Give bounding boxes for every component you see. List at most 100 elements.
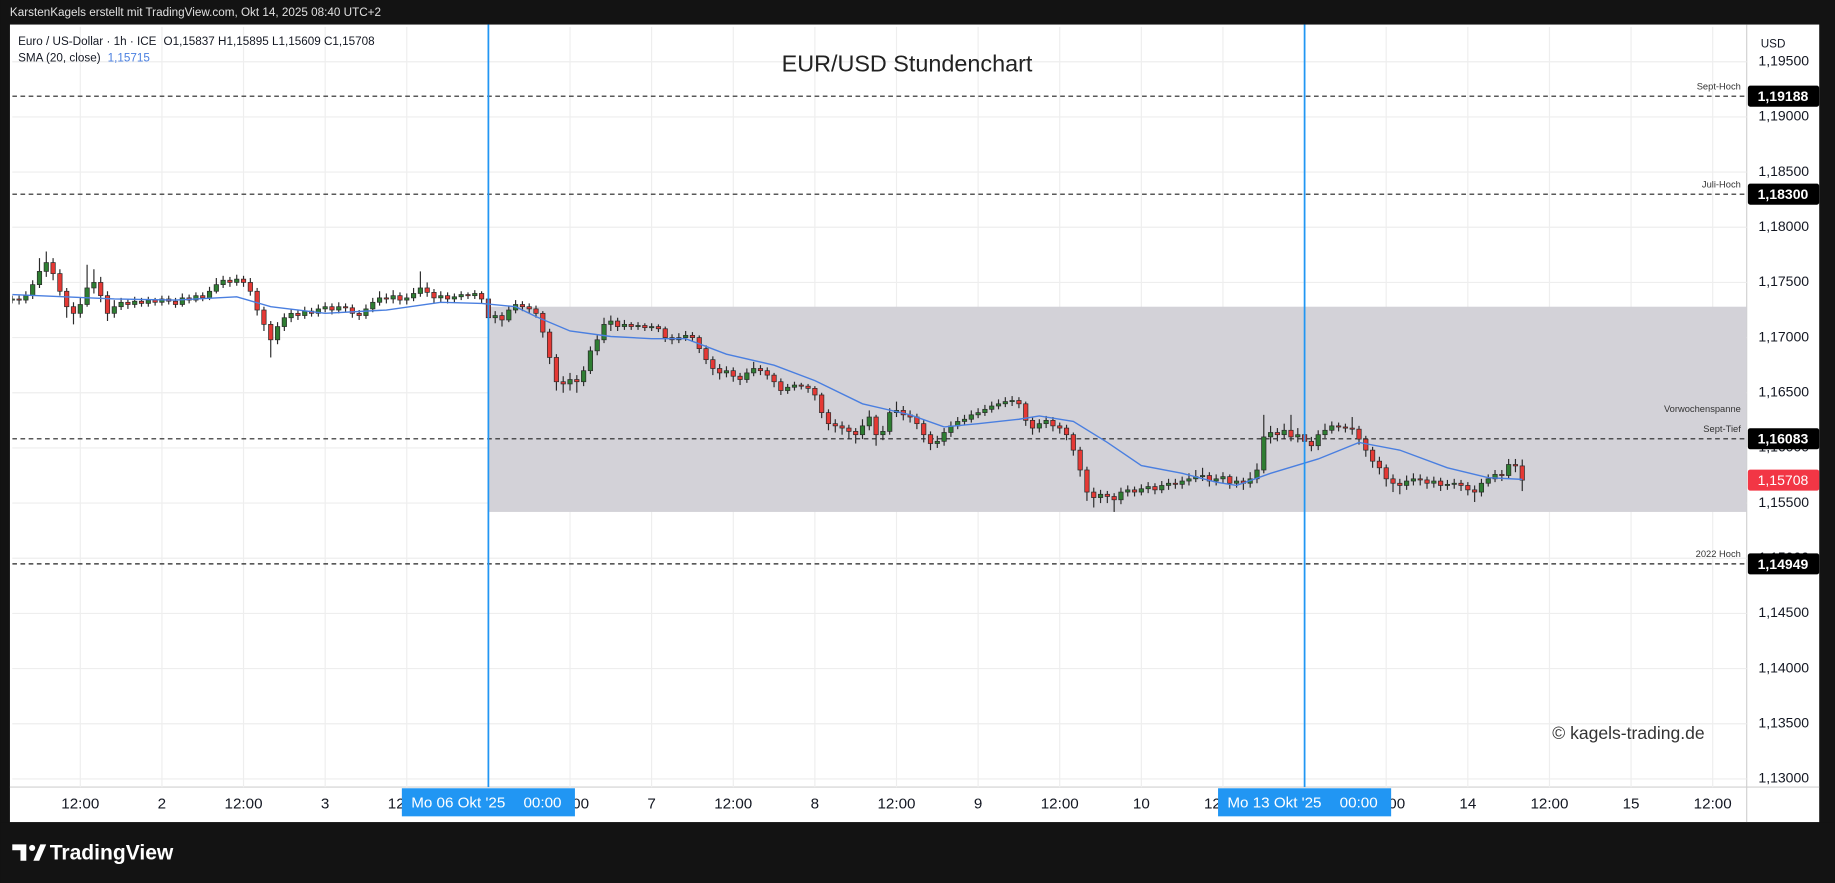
candle-body <box>458 294 464 298</box>
level-price-box <box>1747 428 1820 450</box>
candle-body <box>234 278 240 283</box>
last-price-box <box>1747 469 1820 491</box>
level-price-label: 1,14949 <box>1758 556 1809 572</box>
candle-body <box>438 295 444 299</box>
candle-body <box>492 315 498 319</box>
candle-body <box>1063 427 1070 436</box>
candle-body <box>989 405 995 410</box>
legend-sma: SMA (20, close) 1,15715 <box>18 52 150 65</box>
candle-body <box>1145 486 1151 490</box>
candle-body <box>1376 460 1382 469</box>
x-tick-label: 12:00 <box>1041 796 1079 813</box>
range-box-label: Vorwochenspanne <box>1664 404 1741 414</box>
candle-body <box>1444 483 1450 486</box>
candle-body <box>540 312 546 333</box>
candle-body <box>397 295 403 301</box>
candle-body <box>1104 493 1110 497</box>
candle-body <box>193 295 199 301</box>
candle-body <box>1186 478 1192 482</box>
candle-body <box>995 403 1002 407</box>
candle-body <box>1268 432 1274 438</box>
candle-body <box>717 368 723 374</box>
candle-body <box>1431 480 1437 484</box>
candle-body <box>1179 480 1185 485</box>
candle-body <box>574 379 580 383</box>
x-tick-label: 12:00 <box>714 796 752 813</box>
vertical-marker-time: 00:00 <box>1340 794 1378 811</box>
last-price-label: 1,15708 <box>1758 472 1809 488</box>
candle-body <box>1390 478 1396 484</box>
candle-body <box>322 306 328 310</box>
candle-body <box>887 412 893 432</box>
candle-body <box>1519 465 1525 481</box>
level-price-label: 1,19188 <box>1758 88 1809 104</box>
level-price-box <box>1747 553 1820 575</box>
candle-body <box>751 368 757 374</box>
candle-body <box>1349 427 1355 430</box>
candle-body <box>560 381 566 385</box>
level-name: Sept-Hoch <box>1697 81 1741 91</box>
y-tick-label: 1,18500 <box>1758 163 1809 179</box>
candle-body <box>1125 489 1131 493</box>
candle-body <box>1472 489 1478 493</box>
candle-body <box>1261 436 1267 471</box>
candle-body <box>519 304 525 308</box>
candle-body <box>1506 464 1512 476</box>
candle-body <box>744 372 750 380</box>
candle-body <box>445 295 451 300</box>
candle-body <box>859 425 866 436</box>
header-text: KarstenKagels erstellt mit TradingView.c… <box>10 6 381 19</box>
candle-body <box>36 271 43 285</box>
x-tick-label: 12:00 <box>1694 796 1732 813</box>
candle-body <box>1227 476 1233 484</box>
candle-body <box>1165 482 1172 486</box>
candle-body <box>179 297 185 305</box>
footer-bar <box>0 822 1835 883</box>
candle-body <box>451 296 457 300</box>
candle-body <box>472 293 478 297</box>
candle-body <box>791 384 798 388</box>
y-tick-label: 1,18000 <box>1758 218 1809 234</box>
candle-body <box>64 290 70 308</box>
y-tick-label: 1,19000 <box>1758 108 1809 124</box>
candle-body <box>587 350 593 372</box>
candle-body <box>526 306 532 310</box>
x-tick-label: 15 <box>1623 796 1640 813</box>
candle-body <box>98 282 104 297</box>
candle-body <box>383 297 389 300</box>
candle-body <box>1404 480 1410 486</box>
candle-body <box>1118 491 1124 501</box>
level-name: 2022 Hoch <box>1696 549 1741 559</box>
candle-body <box>1397 482 1403 486</box>
candle-body <box>1295 434 1301 438</box>
candle-body <box>927 434 934 444</box>
candle-body <box>91 282 97 289</box>
x-tick-label: 9 <box>974 796 982 813</box>
candle-body <box>329 306 335 311</box>
candle-body <box>1512 464 1519 467</box>
candle-body <box>825 412 832 425</box>
candle-body <box>172 300 179 305</box>
x-tick-label: 12:00 <box>1530 796 1568 813</box>
candle-body <box>1002 401 1008 405</box>
x-tick-label: 12:00 <box>61 796 99 813</box>
level-price-box <box>1747 85 1820 107</box>
candle-body <box>839 425 845 429</box>
candle-body <box>1485 478 1491 484</box>
legend-sma-value: 1,15715 <box>108 52 151 65</box>
legend-symbol: Euro / US-Dollar · 1h · ICE O1,15837 H1,1… <box>18 35 375 48</box>
candle-body <box>1499 474 1505 476</box>
candle-body <box>57 273 63 292</box>
axes: 1,19500 1,19000 1,18500 1,18000 1,17500 1,170… <box>61 24 1820 817</box>
candle-body <box>1050 419 1056 427</box>
candle-body <box>145 299 151 304</box>
sma-line <box>12 293 1523 487</box>
candle-body <box>1281 429 1287 436</box>
candle-body <box>125 301 131 305</box>
candle-body <box>1220 476 1226 480</box>
candle-body <box>1036 423 1042 429</box>
candle-body <box>363 308 369 316</box>
x-tick-label: 12:00 <box>225 796 263 813</box>
candle-body <box>880 431 886 436</box>
